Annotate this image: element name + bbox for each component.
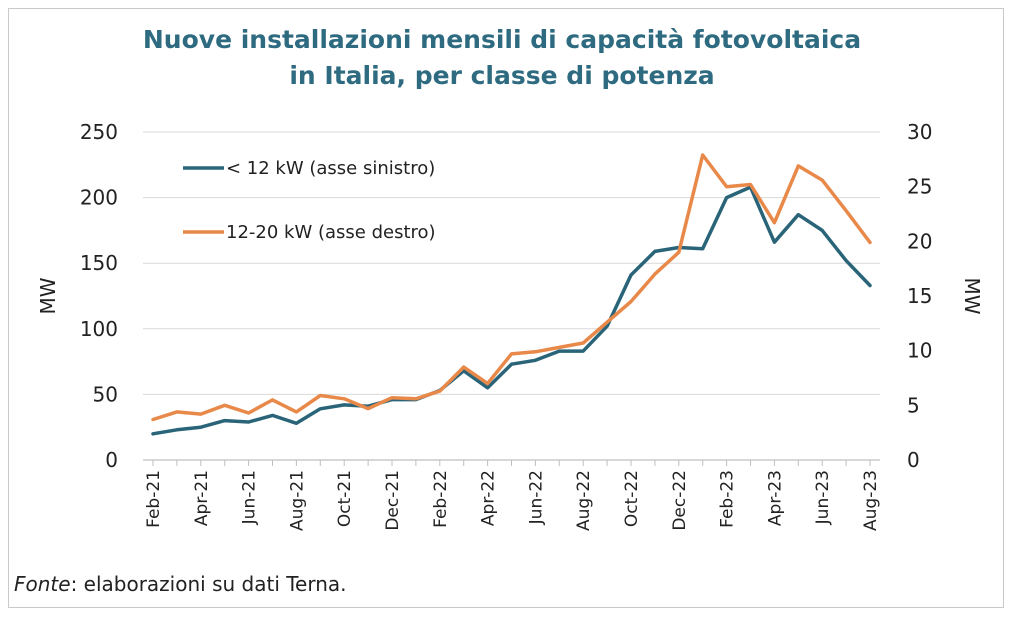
left-y-tick-label: 0 [105,448,118,472]
right-y-tick-label: 0 [907,448,920,472]
left-y-tick-label: 200 [80,186,118,210]
axes [143,459,880,466]
x-tick-label: Dec-22 [670,470,690,531]
right-y-tick-label: 15 [907,284,932,308]
x-tick-label: Jun-22 [526,470,546,525]
source-label: Fonte [14,572,71,596]
gridlines [143,131,880,395]
x-tick-label: Oct-22 [622,470,642,527]
right-y-tick-label: 20 [907,229,932,253]
chart-title: Nuove installazioni mensili di capacità … [0,22,1004,94]
x-tick-label: Aug-22 [574,470,594,531]
right-y-tick-label: 5 [907,393,920,417]
x-tick-label: Oct-21 [335,470,355,527]
chart-title-line-1: Nuove installazioni mensili di capacità … [142,25,862,54]
right-y-tick-label: 30 [907,120,932,144]
source-note: Fonte: elaborazioni su dati Terna. [14,572,347,596]
left-y-tick-label: 100 [80,317,118,341]
right-y-tick-label: 25 [907,175,932,199]
legend-label-mid: 12-20 kW (asse destro) [226,222,436,243]
series-line-mid [151,153,872,422]
source-text: : elaborazioni su dati Terna. [70,572,347,596]
x-tick-label: Apr-21 [192,470,212,526]
x-tick-label: Aug-23 [861,470,881,531]
left-y-tick-label: 150 [80,251,118,275]
x-tick-label: Feb-22 [431,470,451,528]
right-y-axis-label: MW [960,277,984,314]
legend: < 12 kW (asse sinistro) 12-20 kW (asse de… [183,158,436,243]
x-tick-label: Feb-23 [718,470,738,528]
legend-label-small: < 12 kW (asse sinistro) [226,158,435,179]
chart-title-line-2: in Italia, per classe di potenza [289,61,715,90]
x-tick-label: Aug-21 [287,470,307,531]
right-y-axis-ticks: 0 5 10 15 20 25 30 [907,120,932,472]
left-y-tick-label: 50 [93,382,118,406]
left-y-axis-ticks: 0 50 100 150 200 250 [80,120,118,472]
left-y-axis-label: MW [36,277,60,314]
series-lines [151,153,872,436]
x-tick-label: Feb-21 [144,470,164,528]
x-tick-label: Jun-21 [240,470,260,525]
x-axis-ticks: Feb-21 Apr-21 Jun-21 Aug-21 Oct-21 Dec-21 Feb-… [144,470,881,531]
chart-frame [8,8,1004,608]
right-y-tick-label: 10 [907,339,932,363]
x-tick-label: Apr-22 [479,470,499,526]
left-y-tick-label: 250 [80,120,118,144]
x-tick-label: Apr-23 [765,470,785,526]
x-tick-label: Dec-21 [383,470,403,531]
x-tick-label: Jun-23 [813,470,833,525]
